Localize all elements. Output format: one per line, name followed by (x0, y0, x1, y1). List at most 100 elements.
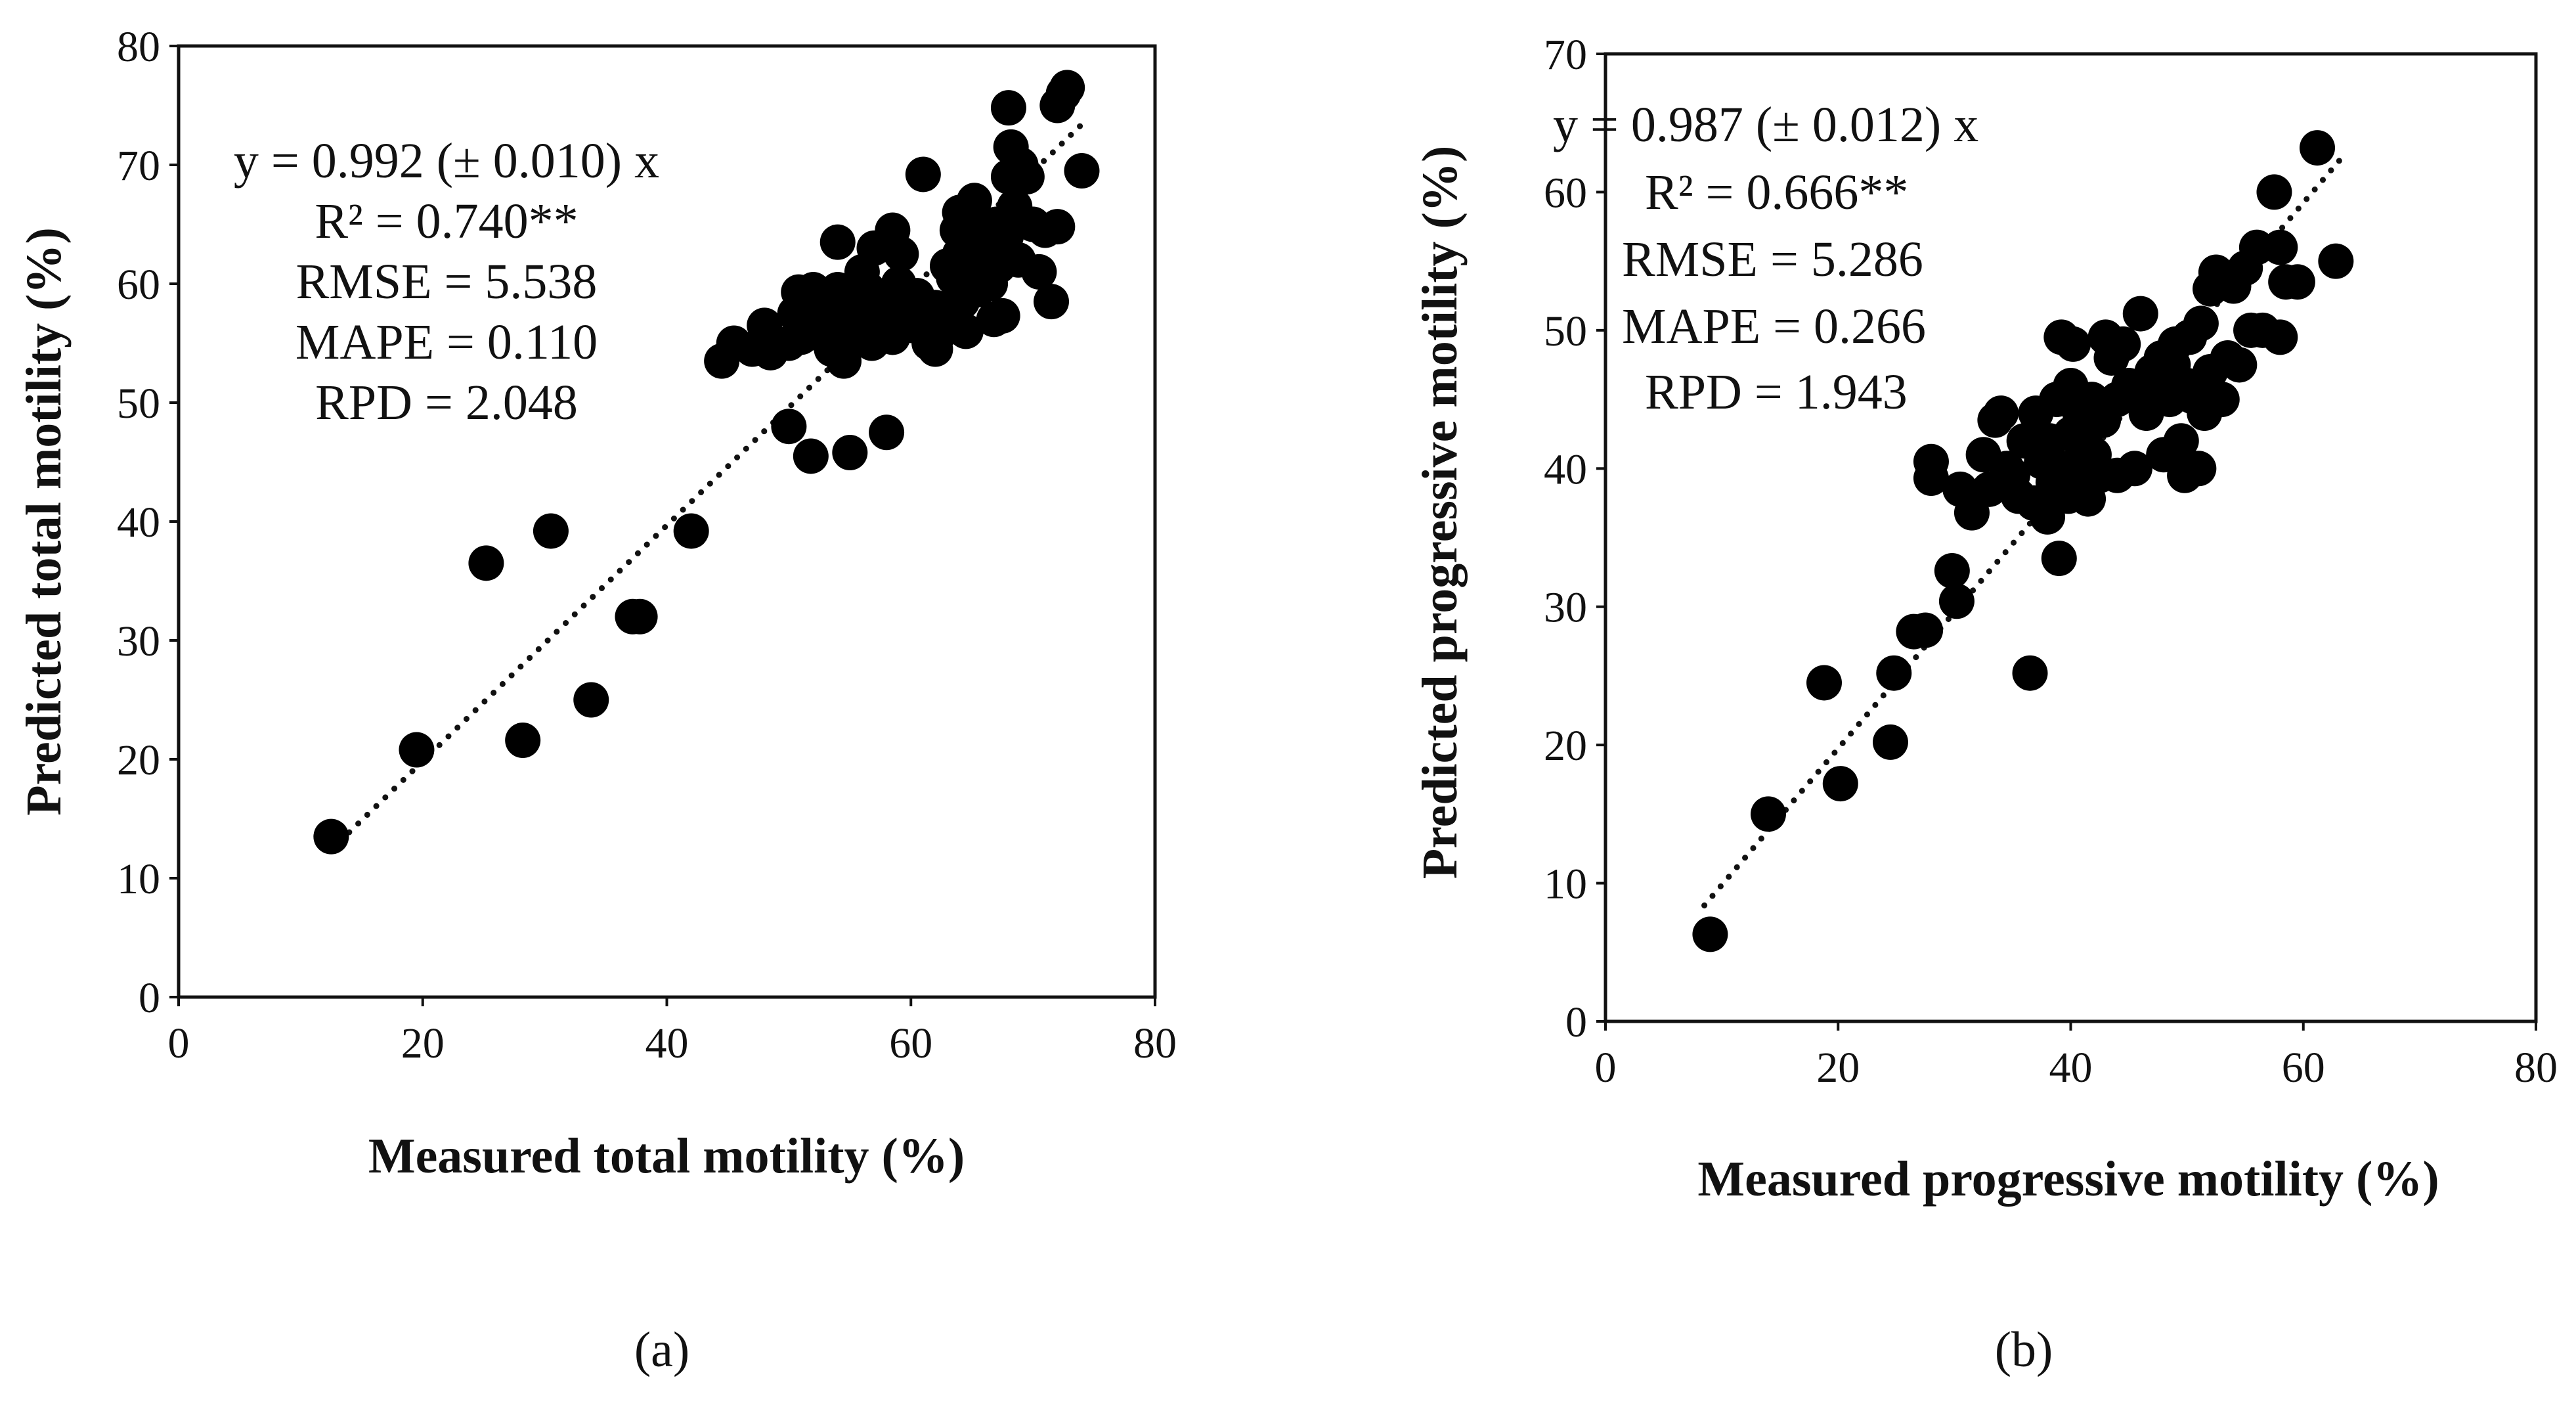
data-point (1009, 159, 1045, 195)
data-point (1938, 583, 1975, 619)
data-point (505, 723, 541, 759)
panel-label: (a) (634, 1322, 689, 1377)
data-point (1908, 612, 1944, 648)
data-point (869, 414, 905, 451)
stat-equation: y = 0.987 (± 0.012) x (1553, 97, 1978, 152)
data-point (468, 545, 504, 581)
trendline-path (328, 121, 1085, 853)
trendline (1701, 152, 2347, 908)
data-point (1049, 70, 1085, 106)
data-point (1983, 395, 2019, 432)
data-point (819, 224, 856, 260)
data-point (2262, 319, 2298, 355)
data-point (533, 513, 569, 549)
data-point (622, 598, 658, 635)
x-tick-labels: 0 20 40 60 80 (1595, 1021, 2558, 1092)
data-point (2318, 243, 2354, 279)
y-tick-label: 40 (117, 499, 160, 546)
x-tick-label: 80 (1133, 1019, 1177, 1067)
data-point (1750, 796, 1786, 832)
chart-panel-b: 0 20 40 60 80 0 10 20 30 40 50 60 70 y = 0.987 (± 0… (1412, 31, 2558, 1377)
data-point (2181, 451, 2217, 487)
y-tick-label: 0 (139, 974, 160, 1022)
data-point (1039, 209, 1076, 245)
stat-r2: R² = 0.740** (315, 194, 578, 249)
data-point (771, 409, 807, 445)
data-point (573, 682, 609, 718)
data-point (673, 513, 709, 549)
data-point (1692, 916, 1728, 952)
stat-mape: MAPE = 0.266 (1622, 299, 1926, 354)
data-point (747, 307, 783, 344)
data-point (905, 156, 941, 192)
y-axis-label: Predicted progressive motility (%) (1412, 146, 1468, 880)
data-point (984, 298, 1020, 334)
data-point (795, 272, 831, 308)
data-point (2262, 229, 2298, 265)
stat-rmse: RMSE = 5.538 (296, 254, 598, 309)
data-point (1913, 460, 1949, 497)
data-point (1934, 553, 1970, 589)
trendline-path (1701, 152, 2347, 908)
data-point (2300, 130, 2336, 166)
data-point (956, 183, 992, 219)
x-tick-label: 40 (2049, 1044, 2093, 1092)
stat-rpd: RPD = 2.048 (315, 375, 578, 430)
data-point (399, 732, 435, 768)
x-axis-label: Measured progressive motility (%) (1697, 1151, 2439, 1207)
data-point (990, 90, 1026, 126)
x-axis-label: Measured total motility (%) (368, 1128, 965, 1184)
data-point (2012, 655, 2048, 691)
data-point (1876, 655, 1912, 691)
y-tick-label: 50 (117, 380, 160, 428)
data-point (1806, 665, 1842, 701)
data-points (1692, 130, 2354, 952)
data-point (2204, 382, 2240, 418)
y-tick-label: 10 (1544, 860, 1587, 908)
stat-rpd: RPD = 1.943 (1645, 365, 1908, 420)
x-tick-label: 20 (401, 1019, 445, 1067)
data-points (313, 70, 1100, 855)
x-tick-label: 80 (2514, 1044, 2558, 1092)
y-tick-label: 20 (117, 736, 160, 784)
y-tick-label: 0 (1565, 998, 1587, 1046)
data-point (793, 438, 829, 474)
x-tick-label: 0 (1595, 1044, 1617, 1092)
data-point (832, 435, 868, 471)
data-point (2116, 451, 2152, 487)
y-tick-label: 20 (1544, 722, 1587, 770)
data-point (948, 313, 984, 349)
y-tick-label: 30 (1544, 584, 1587, 632)
stat-equation: y = 0.992 (± 0.010) x (234, 133, 659, 189)
data-point (2183, 305, 2219, 342)
stat-mape: MAPE = 0.110 (295, 315, 598, 370)
data-point (2055, 326, 2091, 362)
x-tick-label: 20 (1816, 1044, 1860, 1092)
chart-panel-a: 0 20 40 60 80 0 10 20 30 40 50 60 70 80 y = 0.992 (±… (16, 23, 1177, 1377)
data-point (2163, 423, 2199, 459)
stat-r2: R² = 0.666** (1645, 165, 1908, 220)
data-point (2105, 326, 2141, 362)
data-point (883, 236, 919, 272)
y-tick-label: 70 (1544, 31, 1587, 79)
y-tick-labels: 0 10 20 30 40 50 60 70 80 (117, 23, 179, 1022)
data-point (2122, 296, 2158, 332)
x-tick-label: 0 (168, 1019, 190, 1067)
data-point (2041, 541, 2077, 577)
stat-rmse: RMSE = 5.286 (1622, 232, 1923, 287)
y-tick-label: 40 (1544, 445, 1587, 493)
y-tick-label: 60 (117, 261, 160, 309)
y-tick-label: 60 (1544, 169, 1587, 217)
y-tick-labels: 0 10 20 30 40 50 60 70 (1544, 31, 1605, 1046)
data-point (2279, 264, 2315, 300)
data-point (1021, 254, 1057, 290)
x-tick-label: 60 (889, 1019, 932, 1067)
y-axis-label: Predicted total motility (%) (16, 227, 72, 816)
data-point (1034, 284, 1070, 320)
y-tick-label: 30 (117, 617, 160, 665)
panel-label: (b) (1995, 1322, 2053, 1377)
trendline (328, 121, 1085, 853)
data-point (1064, 153, 1100, 189)
y-tick-label: 10 (117, 855, 160, 903)
